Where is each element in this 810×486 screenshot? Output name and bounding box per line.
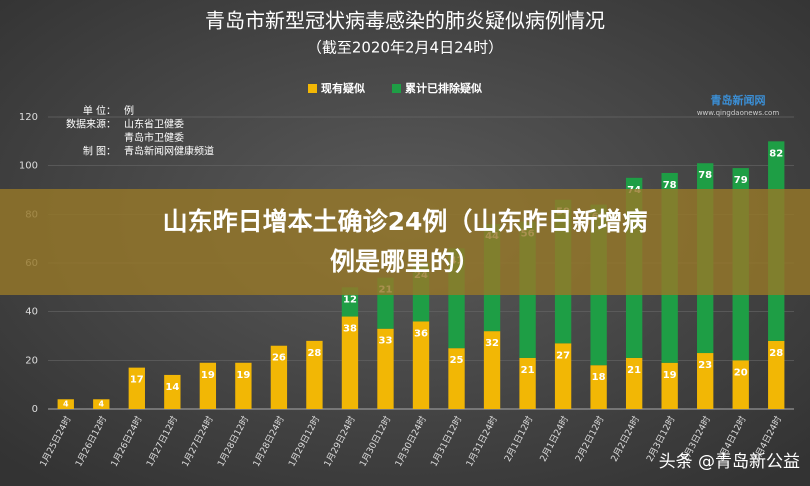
banner-line1: 山东昨日增本土确诊24例（山东昨日新增病 xyxy=(163,207,648,236)
data-label: 28 xyxy=(307,348,321,359)
legend-label: 现有疑似 xyxy=(321,81,365,95)
data-label: 19 xyxy=(663,370,677,381)
data-label: 78 xyxy=(698,170,712,181)
info-value: 青岛新闻网健康频道 xyxy=(124,145,214,158)
data-label: 19 xyxy=(236,370,250,381)
bar-segment xyxy=(625,357,643,409)
bar-segment xyxy=(448,348,465,409)
info-key: 制 图： xyxy=(83,145,116,158)
data-label: 27 xyxy=(556,350,570,361)
logo: 青岛新闻网 xyxy=(711,93,766,107)
bar-segment xyxy=(199,362,217,409)
bar-segment xyxy=(697,353,714,409)
bar-segment xyxy=(235,362,252,409)
info-key: 数据来源： xyxy=(66,118,116,131)
bar-segment xyxy=(164,374,181,409)
data-label: 25 xyxy=(450,355,464,366)
data-label: 17 xyxy=(130,375,144,386)
data-label: 20 xyxy=(734,367,748,378)
bar-segment xyxy=(483,331,501,409)
bar-segment xyxy=(377,328,394,409)
data-label: 82 xyxy=(769,148,783,159)
logo-url: www.qingdaonews.com xyxy=(697,109,780,117)
bar-segment xyxy=(412,321,430,409)
bar-segment xyxy=(590,365,607,409)
data-label: 19 xyxy=(201,370,215,381)
bar-segment xyxy=(768,340,785,409)
bar-segment xyxy=(732,360,749,409)
bar-segment xyxy=(661,362,678,409)
chart-subtitle: （截至2020年2月4日24时） xyxy=(307,39,503,57)
bar-segment xyxy=(93,399,110,409)
data-label: 79 xyxy=(734,175,748,186)
data-label: 21 xyxy=(627,365,641,376)
data-label: 21 xyxy=(521,365,535,376)
data-label: 26 xyxy=(272,353,286,364)
data-label: 32 xyxy=(485,338,499,349)
data-label: 12 xyxy=(343,294,357,305)
data-label: 18 xyxy=(592,372,606,383)
chart-title: 青岛市新型冠状病毒感染的肺炎疑似病例情况 xyxy=(205,9,605,33)
info-value: 山东省卫健委 xyxy=(124,118,184,131)
info-value: 例 xyxy=(124,104,134,117)
banner-bg xyxy=(0,189,810,295)
y-tick-label: 0 xyxy=(32,404,38,415)
legend-swatch xyxy=(392,84,401,93)
legend-label: 累计已排除疑似 xyxy=(405,81,482,95)
legend-swatch xyxy=(308,84,317,93)
bar-segment xyxy=(341,316,359,409)
data-label: 23 xyxy=(698,360,712,371)
legend: 现有疑似 累计已排除疑似 xyxy=(308,81,482,95)
info-key: 单 位： xyxy=(83,104,116,117)
data-label: 38 xyxy=(343,324,357,335)
bar-segment xyxy=(306,340,323,409)
info-value: 青岛市卫健委 xyxy=(124,131,184,144)
y-tick-label: 40 xyxy=(25,307,38,318)
data-label: 4 xyxy=(98,400,104,409)
bar-segment xyxy=(519,357,536,409)
data-label: 28 xyxy=(769,348,783,359)
data-label: 78 xyxy=(663,180,677,191)
data-label: 14 xyxy=(165,382,179,393)
bar-segment xyxy=(57,399,74,409)
data-label: 36 xyxy=(414,328,428,339)
bar-segment xyxy=(270,345,288,409)
data-label: 4 xyxy=(63,400,69,409)
y-tick-label: 100 xyxy=(19,161,38,172)
bar-segment xyxy=(128,367,145,409)
data-label: 33 xyxy=(379,336,393,347)
banner-line2: 例是哪里的） xyxy=(330,247,480,276)
bar-segment xyxy=(554,343,572,409)
y-tick-label: 20 xyxy=(25,355,38,366)
y-tick-label: 120 xyxy=(19,112,38,123)
watermark: 头条 @青岛新公益 xyxy=(659,452,800,472)
